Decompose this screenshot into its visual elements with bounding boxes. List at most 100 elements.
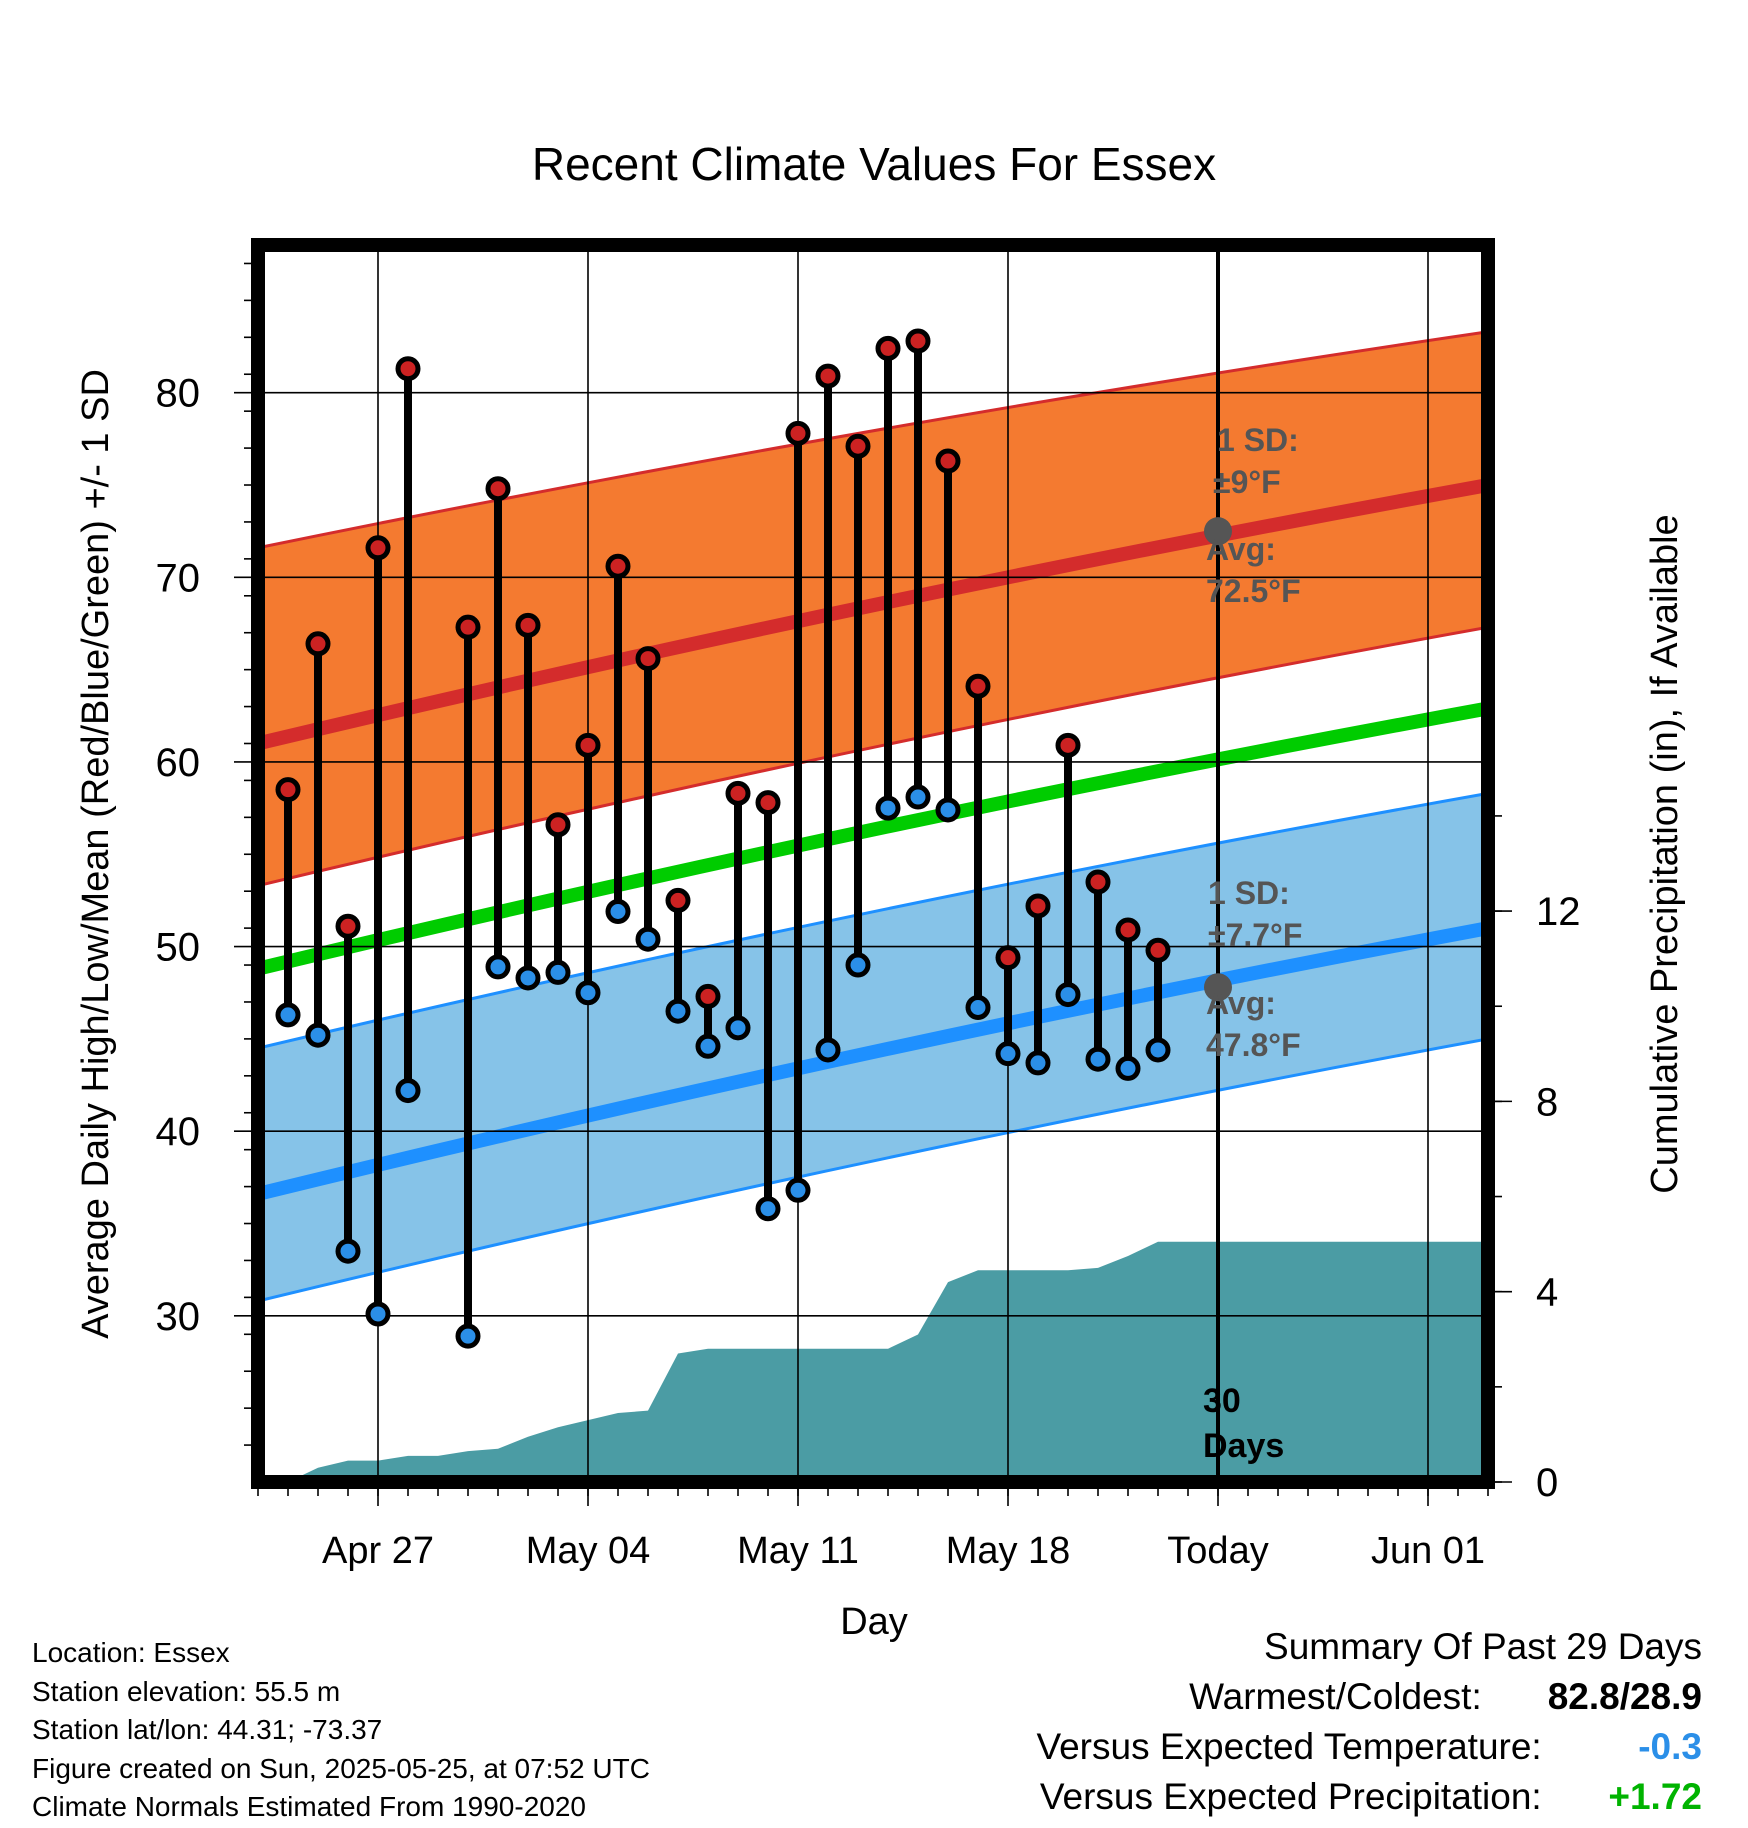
high-point-2025-05-08 bbox=[695, 983, 721, 1009]
low-point-2025-04-28 bbox=[395, 1078, 421, 1104]
high-point-2025-05-13 bbox=[845, 433, 871, 459]
low-point-2025-05-14 bbox=[875, 795, 901, 821]
chart-title: Recent Climate Values For Essex bbox=[532, 138, 1216, 190]
high-point-2025-05-01 bbox=[485, 476, 511, 502]
summary-precip-row: Versus Expected Precipitation: +1.72 bbox=[1036, 1772, 1702, 1822]
precip-value: +1.72 bbox=[1608, 1776, 1702, 1817]
low-point-2025-05-12 bbox=[815, 1037, 841, 1063]
summary-temp-row: Versus Expected Temperature: -0.3 bbox=[1036, 1722, 1702, 1772]
low-point-2025-05-11 bbox=[785, 1177, 811, 1203]
high-point-2025-05-10 bbox=[755, 790, 781, 816]
high-point-2025-05-09 bbox=[725, 780, 751, 806]
low-point-2025-05-10 bbox=[755, 1196, 781, 1222]
low-point-2025-05-17 bbox=[965, 995, 991, 1021]
low-sd-label: 1 SD: bbox=[1208, 875, 1290, 911]
low-point-2025-05-19 bbox=[1025, 1050, 1051, 1076]
warmest-value: 82.8/28.9 bbox=[1547, 1676, 1702, 1717]
low-point-2025-05-16 bbox=[935, 797, 961, 823]
low-point-2025-05-20 bbox=[1055, 982, 1081, 1008]
high-avg-value: 72.5°F bbox=[1206, 573, 1301, 609]
high-point-2025-05-23 bbox=[1145, 937, 1171, 963]
high-point-2025-05-20 bbox=[1055, 732, 1081, 758]
high-point-2025-05-05 bbox=[605, 553, 631, 579]
y-tick-label-30: 30 bbox=[156, 1295, 201, 1339]
high-avg-label: Avg: bbox=[1206, 531, 1276, 567]
low-point-2025-05-23 bbox=[1145, 1037, 1171, 1063]
created-text: Figure created on Sun, 2025-05-25, at 07… bbox=[32, 1752, 650, 1784]
high-point-2025-05-03 bbox=[545, 812, 571, 838]
temp-value: -0.3 bbox=[1638, 1726, 1702, 1767]
high-band-lower-edge bbox=[258, 625, 1488, 888]
high-point-2025-04-26 bbox=[335, 913, 361, 939]
high-point-2025-04-27 bbox=[365, 535, 391, 561]
summary-title: Summary Of Past 29 Days bbox=[1264, 1626, 1702, 1667]
low-point-2025-04-26 bbox=[335, 1238, 361, 1264]
y2-tick-label-12: 12 bbox=[1536, 890, 1581, 934]
today-low-avg-marker bbox=[1204, 973, 1232, 1002]
low-point-2025-05-06 bbox=[635, 926, 661, 952]
y-tick-label-80: 80 bbox=[156, 372, 201, 416]
high-point-2025-04-28 bbox=[395, 356, 421, 382]
low-point-2025-04-27 bbox=[365, 1301, 391, 1327]
avg-mean-line bbox=[258, 701, 1488, 976]
low-point-2025-05-05 bbox=[605, 899, 631, 925]
high-point-2025-04-30 bbox=[455, 614, 481, 640]
station-info: Location: Essex Station elevation: 55.5 … bbox=[32, 1634, 650, 1827]
plot-frame bbox=[251, 238, 1495, 1489]
period-label-number: 30 bbox=[1203, 1382, 1241, 1420]
elevation-text: Station elevation: 55.5 m bbox=[32, 1675, 341, 1707]
location-text: Location: Essex bbox=[32, 1637, 230, 1668]
low-point-2025-05-09 bbox=[725, 1015, 751, 1041]
y-axis-label: Average Daily High/Low/Mean (Red/Blue/Gr… bbox=[75, 369, 117, 1339]
summary-panel: Summary Of Past 29 Days Warmest/Coldest:… bbox=[1036, 1622, 1702, 1822]
low-point-2025-05-02 bbox=[515, 965, 541, 991]
y2-tick-label-4: 4 bbox=[1536, 1271, 1558, 1315]
x-tick-label-0: Apr 27 bbox=[322, 1530, 434, 1572]
precipitation-area bbox=[258, 1241, 1488, 1482]
high-point-2025-05-07 bbox=[665, 887, 691, 913]
high-point-2025-05-12 bbox=[815, 363, 841, 389]
low-point-2025-05-15 bbox=[905, 784, 931, 810]
low-band-upper-edge bbox=[258, 791, 1488, 1050]
plot-area bbox=[258, 330, 1488, 1482]
y-tick-label-50: 50 bbox=[156, 926, 201, 970]
high-point-2025-05-04 bbox=[575, 732, 601, 758]
high-point-2025-05-17 bbox=[965, 673, 991, 699]
low-point-2025-05-01 bbox=[485, 954, 511, 980]
x-tick-label-4: Today bbox=[1167, 1530, 1268, 1572]
temp-label: Versus Expected Temperature: bbox=[1036, 1726, 1542, 1767]
y2-tick-label-0: 0 bbox=[1536, 1461, 1558, 1505]
avg-high-line bbox=[258, 478, 1488, 751]
low-point-2025-05-03 bbox=[545, 959, 571, 985]
high-point-2025-05-11 bbox=[785, 420, 811, 446]
high-point-2025-04-24 bbox=[275, 777, 301, 803]
high-point-2025-05-22 bbox=[1115, 917, 1141, 943]
low-point-2025-05-18 bbox=[995, 1041, 1021, 1067]
high-point-2025-05-02 bbox=[515, 612, 541, 638]
latlon-text: Station lat/lon: 44.31; -73.37 bbox=[32, 1714, 383, 1745]
y-tick-label-60: 60 bbox=[156, 741, 201, 785]
summary-warmest-row: Warmest/Coldest: 82.8/28.9 bbox=[1036, 1672, 1702, 1722]
y-tick-label-70: 70 bbox=[156, 556, 201, 600]
low-point-2025-05-13 bbox=[845, 952, 871, 978]
low-point-2025-04-24 bbox=[275, 1002, 301, 1028]
low-point-2025-04-25 bbox=[305, 1022, 331, 1048]
low-band-lower-edge bbox=[258, 1037, 1488, 1303]
high-point-2025-05-15 bbox=[905, 328, 931, 354]
high-point-2025-05-21 bbox=[1085, 869, 1111, 895]
normals-text: Climate Normals Estimated From 1990-2020 bbox=[32, 1791, 586, 1822]
high-band-upper-edge bbox=[258, 330, 1488, 550]
warmest-label: Warmest/Coldest: bbox=[1189, 1676, 1482, 1717]
high-point-2025-05-06 bbox=[635, 646, 661, 672]
high-point-2025-05-18 bbox=[995, 945, 1021, 971]
x-tick-label-5: Jun 01 bbox=[1371, 1530, 1485, 1572]
y2-tick-label-8: 8 bbox=[1536, 1080, 1558, 1124]
high-point-2025-04-25 bbox=[305, 631, 331, 657]
low-avg-label: Avg: bbox=[1206, 985, 1276, 1021]
low-point-2025-04-30 bbox=[455, 1323, 481, 1349]
x-axis-label: Day bbox=[840, 1601, 908, 1643]
high-point-2025-05-16 bbox=[935, 448, 961, 474]
y-tick-label-40: 40 bbox=[156, 1110, 201, 1154]
precip-label: Versus Expected Precipitation: bbox=[1039, 1776, 1542, 1817]
